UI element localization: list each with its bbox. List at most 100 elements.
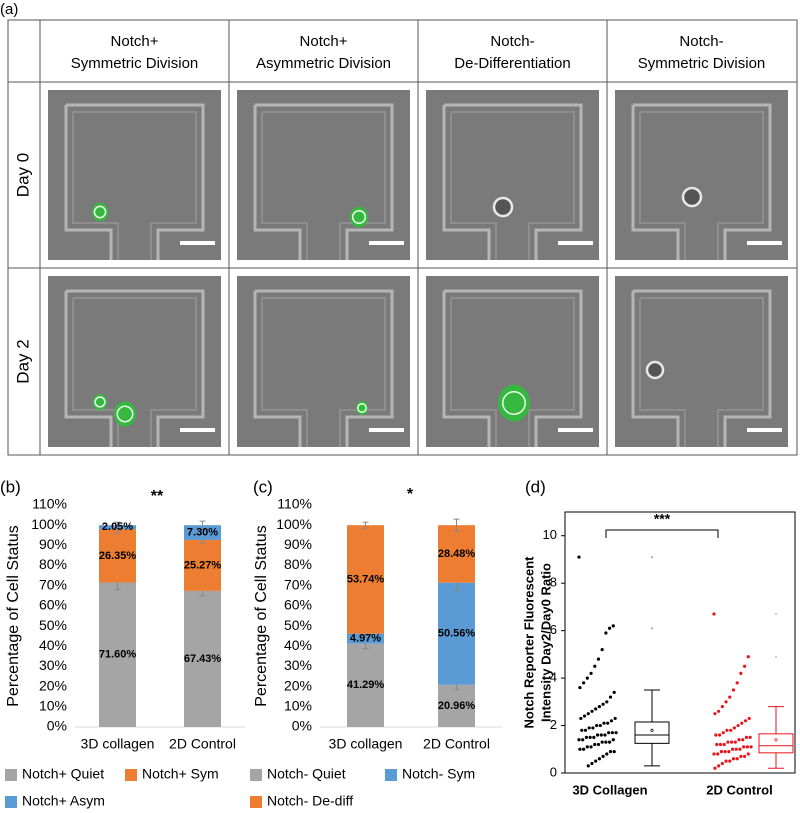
cell-rim	[93, 205, 107, 219]
data-point	[581, 738, 585, 742]
data-point	[606, 721, 610, 725]
data-point	[607, 740, 612, 744]
data-point	[713, 766, 717, 770]
data-point	[723, 750, 727, 754]
chamber-outline	[442, 103, 583, 260]
legend-swatch	[250, 796, 262, 808]
y-axis-label: Intensity Day2/Day0 Ratio	[538, 563, 553, 722]
panel-label: (d)	[525, 477, 546, 496]
data-point	[713, 712, 717, 716]
data-point	[730, 740, 734, 744]
y-tick-label: 0%	[292, 718, 312, 734]
data-point	[747, 716, 751, 721]
error-bar	[453, 518, 460, 532]
data-point	[596, 657, 601, 661]
y-tick-label: 40%	[39, 637, 67, 653]
data-point	[720, 704, 724, 709]
data-point	[593, 664, 597, 668]
error-bar	[114, 521, 121, 529]
bar-segment	[99, 529, 136, 583]
micrograph	[615, 90, 788, 260]
grid-frame	[7, 19, 798, 456]
data-point	[717, 709, 721, 713]
data-point	[731, 688, 736, 692]
data-point	[595, 723, 599, 728]
cell-rim	[116, 405, 134, 423]
data-point	[725, 728, 729, 732]
data-point	[611, 738, 615, 742]
data-point	[739, 754, 743, 758]
panel-label: (c)	[253, 477, 273, 496]
chamber-outline	[639, 111, 764, 260]
chamber-outline	[639, 297, 764, 447]
chamber-outline	[442, 289, 583, 447]
y-tick-label: 30%	[39, 657, 67, 673]
data-point	[611, 624, 615, 628]
chamber-outline	[72, 297, 197, 447]
data-point	[724, 700, 728, 704]
column-header: Notch-	[679, 33, 723, 50]
legend-swatch	[5, 796, 17, 808]
data-point	[730, 747, 735, 751]
bar-segment	[347, 525, 384, 634]
y-tick-label: 70%	[284, 576, 312, 592]
chamber-outline	[631, 103, 772, 260]
data-point	[608, 750, 613, 754]
y-tick-label: 110%	[32, 496, 67, 512]
data-point	[720, 761, 724, 766]
whisker-lower	[768, 752, 784, 769]
error-bar	[199, 520, 206, 530]
y-tick-label: 80%	[284, 556, 312, 572]
whisker-upper	[644, 689, 660, 722]
value-label: 26.35%	[99, 550, 137, 562]
bar-segment	[438, 684, 475, 727]
outlier	[651, 556, 653, 559]
data-point	[589, 671, 593, 675]
y-tick-label: 0%	[47, 718, 67, 734]
bar-segment	[184, 525, 221, 540]
legend-label: Notch- De-diff	[267, 793, 353, 809]
y-tick-label: 6	[550, 622, 557, 637]
value-label: 7.30%	[187, 526, 218, 538]
y-tick-label: 100%	[276, 516, 312, 532]
cell	[645, 360, 665, 380]
error-bar	[362, 521, 369, 529]
data-point	[608, 695, 613, 699]
data-point	[714, 733, 718, 737]
data-point	[614, 731, 618, 735]
data-point	[580, 728, 584, 732]
data-point	[605, 752, 609, 756]
data-point	[592, 735, 596, 740]
bar-segment	[438, 525, 475, 583]
data-point	[598, 723, 602, 728]
data-point	[607, 626, 612, 630]
data-point	[739, 671, 743, 675]
y-tick-label: 70%	[39, 576, 67, 592]
cell-rim	[357, 403, 367, 413]
data-point	[595, 733, 600, 737]
chamber-outline	[253, 103, 394, 260]
chamber-outline	[253, 289, 394, 447]
data-point	[597, 704, 601, 709]
y-tick-label: 30%	[284, 657, 312, 673]
bar-segment	[347, 643, 384, 727]
data-point	[591, 726, 595, 730]
micrograph	[426, 90, 599, 260]
column-header: Symmetric Division	[638, 55, 766, 72]
green-cell	[498, 384, 530, 422]
data-point	[578, 747, 582, 751]
data-point	[715, 742, 719, 747]
data-point	[590, 761, 594, 766]
legend-swatch	[5, 769, 17, 781]
y-axis-label: Notch Reporter Fluorescent	[521, 556, 536, 729]
data-point	[604, 631, 608, 635]
data-point	[599, 733, 603, 737]
data-point	[735, 681, 739, 685]
chamber-outline	[64, 289, 205, 447]
cell-rim	[94, 396, 106, 408]
y-tick-label: 10%	[39, 698, 67, 714]
data-point	[589, 745, 593, 749]
column-header: Symmetric Division	[71, 55, 199, 72]
data-point	[610, 731, 614, 735]
y-tick-label: 90%	[284, 536, 312, 552]
